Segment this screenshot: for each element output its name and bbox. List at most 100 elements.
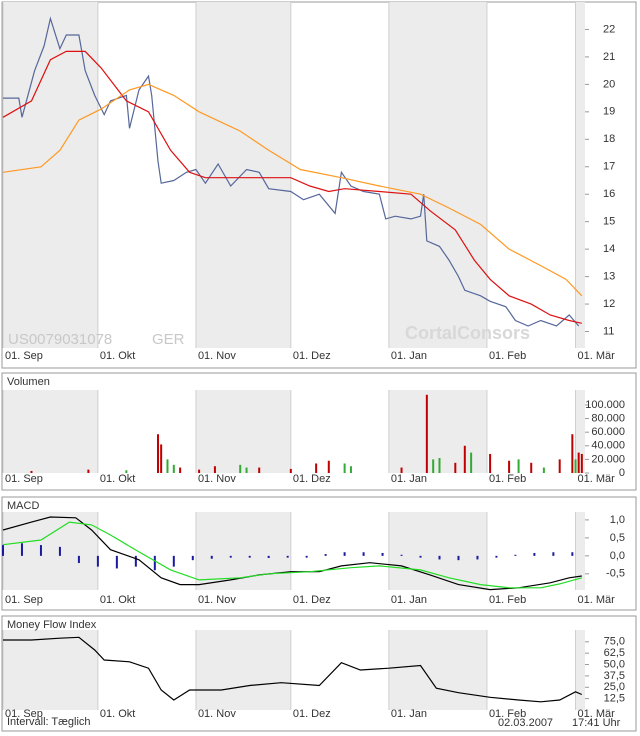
bar	[258, 467, 261, 473]
month-band	[388, 390, 487, 473]
x-tick-label: 01. Dez	[293, 708, 331, 720]
bar	[381, 552, 384, 556]
series-line	[3, 636, 583, 703]
bar	[530, 462, 533, 473]
bar	[400, 554, 403, 556]
watermark-brand: CortalConsors	[405, 323, 530, 343]
y-tick-label: 17	[603, 161, 615, 173]
bar	[172, 555, 175, 567]
footer-time: 17:41 Uhr	[572, 717, 621, 729]
panel-frame	[1, 1, 637, 369]
x-tick-label: 01. Mär	[578, 594, 616, 606]
series-line	[2, 50, 582, 324]
x-tick-label: 01. Nov	[198, 594, 236, 606]
x-tick-label: 01. Sep	[5, 594, 43, 606]
month-band	[575, 630, 585, 710]
month-band	[3, 2, 98, 348]
y-tick-label: 11	[603, 325, 614, 337]
x-tick-label: 01. Nov	[198, 473, 236, 485]
y-tick-label: 0,0	[610, 550, 625, 562]
y-tick-label: 37,5	[604, 670, 625, 682]
bar	[324, 554, 327, 556]
month-band	[3, 630, 98, 710]
bar	[571, 434, 574, 473]
bar	[172, 464, 175, 473]
bar	[533, 552, 536, 556]
bar	[286, 555, 289, 558]
bar	[419, 555, 422, 558]
x-tick-label: 01. Okt	[100, 708, 135, 720]
y-tick-label: 25,0	[604, 681, 625, 693]
bar	[542, 467, 545, 473]
month-band	[388, 512, 487, 590]
y-tick-label: 1,0	[610, 514, 625, 526]
y-tick-label: 12	[603, 298, 615, 310]
bar	[349, 466, 352, 473]
panel-title: Volumen	[7, 376, 50, 388]
bar	[134, 555, 137, 567]
y-tick-label: 16	[603, 188, 615, 200]
month-band	[575, 390, 585, 473]
bar	[153, 555, 156, 571]
bar	[470, 452, 473, 473]
bar	[558, 459, 561, 473]
month-band	[195, 390, 291, 473]
bar	[489, 453, 492, 473]
x-tick-label: 01. Mär	[578, 708, 616, 720]
bar	[574, 459, 577, 473]
y-tick-label: 0,5	[610, 532, 625, 544]
y-tick-label: 12,5	[604, 693, 625, 705]
bar	[248, 555, 251, 558]
bar	[77, 555, 80, 564]
month-band	[575, 512, 585, 590]
series-line	[2, 521, 582, 589]
bar	[213, 466, 216, 473]
x-tick-label: 01. Feb	[489, 473, 526, 485]
bar	[463, 445, 466, 473]
x-tick-label: 01. Okt	[100, 350, 135, 362]
bar	[58, 546, 61, 556]
panel-title: MACD	[7, 500, 39, 512]
panel: 01. Sep 01. Okt 01. Nov 01. Dez 01. Jan 01. F…	[1, 1, 637, 369]
watermark-exchange: GER	[152, 331, 185, 348]
bar	[30, 470, 33, 473]
bar	[476, 555, 479, 560]
bar	[239, 464, 242, 473]
y-tick-label: 20	[603, 78, 615, 90]
bar	[517, 459, 520, 473]
x-tick-label: 01. Jan	[391, 350, 427, 362]
y-tick-label: 40.000	[591, 440, 625, 452]
watermark-isin: US0079031078	[8, 331, 112, 348]
panel-title: Money Flow Index	[7, 619, 97, 631]
bar	[362, 552, 365, 556]
bar	[457, 555, 460, 561]
bar	[267, 555, 270, 559]
y-tick-label: 13	[603, 271, 615, 283]
panel: 01. Sep 01. Okt 01. Nov 01. Dez 01. Jan 01. F…	[1, 372, 637, 491]
x-tick-label: 01. Dez	[293, 350, 331, 362]
bar	[580, 453, 583, 473]
x-tick-label: 01. Jan	[391, 594, 427, 606]
series-line	[3, 16, 580, 327]
x-tick-label: 01. Jan	[391, 473, 427, 485]
bar	[20, 543, 23, 556]
bar	[2, 545, 4, 556]
x-tick-label: 01. Okt	[100, 594, 135, 606]
y-tick-label: 62,5	[604, 647, 625, 659]
x-tick-label: 01. Jan	[391, 708, 427, 720]
x-tick-label: 01. Feb	[489, 594, 526, 606]
y-tick-label: 75,0	[604, 636, 625, 648]
bar	[229, 555, 232, 558]
panel: 01. Sep 01. Okt 01. Nov 01. Dez 01. Jan 01. F…	[1, 496, 637, 611]
y-tick-label: 15	[603, 216, 615, 228]
bar	[289, 468, 292, 473]
panel-frame	[1, 496, 637, 611]
series-line	[2, 83, 583, 297]
month-band	[575, 2, 585, 348]
bar	[425, 394, 428, 473]
bar	[514, 554, 517, 556]
x-tick-label: 01. Sep	[5, 473, 43, 485]
bar	[245, 467, 248, 473]
